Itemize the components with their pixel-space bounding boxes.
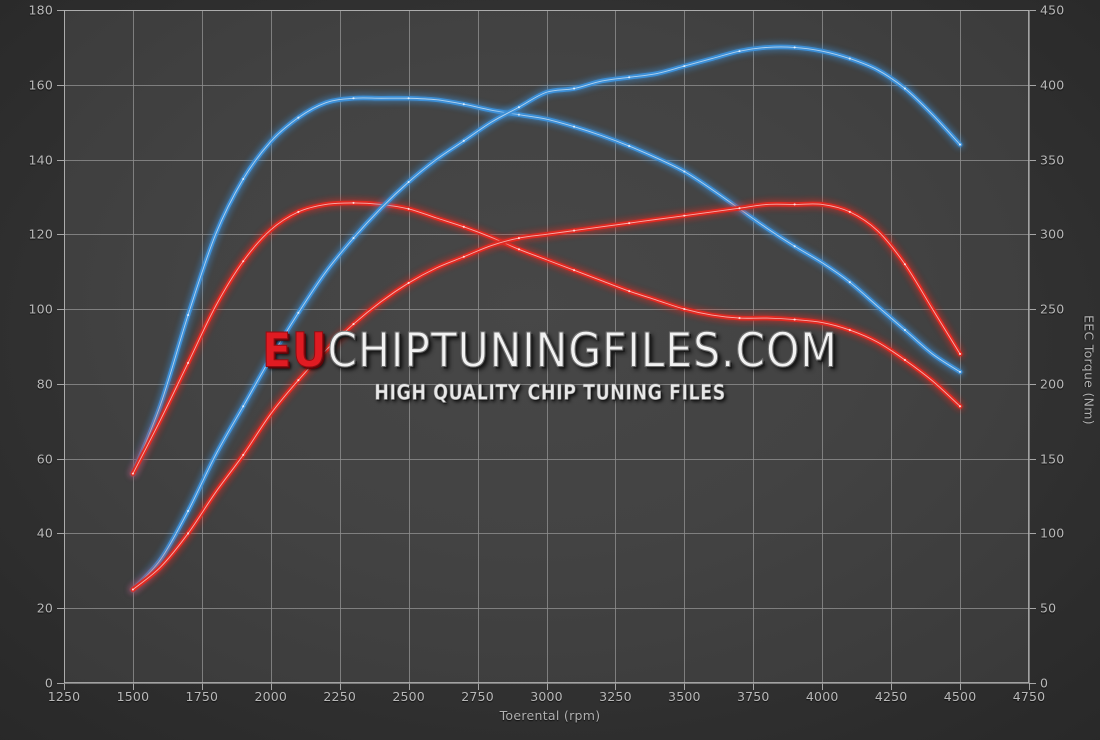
axis-line-left xyxy=(64,10,65,683)
watermark-accent: EU xyxy=(262,323,328,379)
grid-line-horizontal xyxy=(64,159,1029,161)
x-axis-tick-label: 3000 xyxy=(530,689,563,704)
grid-line-horizontal xyxy=(64,458,1029,460)
y-axis-left-tick-label: 20 xyxy=(36,600,53,616)
x-axis-tick-label: 3750 xyxy=(736,689,770,704)
grid-line-vertical xyxy=(891,10,893,683)
y-axis-left-tick-mark xyxy=(57,458,64,460)
y-axis-left-tick-label: 140 xyxy=(28,152,53,168)
watermark-brand: EUCHIPTUNINGFILES.COM xyxy=(262,327,837,375)
watermark: EUCHIPTUNINGFILES.COM HIGH QUALITY CHIP … xyxy=(262,327,837,405)
grid-line-horizontal xyxy=(64,309,1029,311)
y-axis-right-tick-label: 0 xyxy=(1040,675,1049,691)
y-axis-right-tick-mark xyxy=(1029,234,1036,236)
y-axis-right-tick-mark xyxy=(1029,533,1036,535)
y-axis-right-tick-label: 350 xyxy=(1040,152,1065,168)
y-axis-left-tick-mark xyxy=(57,533,64,535)
y-axis-left-tick-mark xyxy=(57,234,64,236)
y-axis-left-tick-label: 100 xyxy=(28,301,53,317)
x-axis-title: Toerental (rpm) xyxy=(499,708,601,723)
x-axis-tick-label: 2250 xyxy=(323,689,357,704)
x-axis-tick-mark xyxy=(201,683,203,690)
y-axis-left-tick-mark xyxy=(57,10,64,11)
grid-line-horizontal xyxy=(64,84,1029,86)
x-axis-tick-mark xyxy=(64,683,65,690)
x-axis-tick-label: 1250 xyxy=(47,689,81,704)
y-axis-right-tick-mark xyxy=(1029,159,1036,161)
y-axis-right-tick-label: 300 xyxy=(1040,226,1065,242)
x-axis-tick-mark xyxy=(477,683,479,690)
x-axis-tick-label: 3500 xyxy=(668,689,701,704)
x-axis-tick-label: 4000 xyxy=(805,689,839,704)
x-axis-tick-mark xyxy=(822,683,824,690)
y-axis-left-tick-mark xyxy=(57,683,64,684)
x-axis-tick-mark xyxy=(546,683,548,690)
axis-line-top xyxy=(64,10,1029,11)
y-axis-right-tick-mark xyxy=(1029,10,1036,11)
grid-line-horizontal xyxy=(64,234,1029,236)
x-axis-tick-label: 3250 xyxy=(599,689,632,704)
y-axis-left-tick-label: 120 xyxy=(28,226,53,242)
x-axis-tick-mark xyxy=(270,683,272,690)
y-axis-left-tick-label: 0 xyxy=(44,675,53,691)
y-axis-left-tick-label: 40 xyxy=(36,525,53,541)
y-axis-right-tick-label: 400 xyxy=(1040,77,1065,93)
x-axis-tick-label: 1750 xyxy=(185,689,219,704)
y-axis-right-tick-label: 150 xyxy=(1040,451,1065,467)
y-axis-right-tick-mark xyxy=(1029,458,1036,460)
x-axis-tick-mark xyxy=(891,683,893,690)
watermark-tagline: HIGH QUALITY CHIP TUNING FILES xyxy=(374,380,726,405)
y-axis-right-tick-mark xyxy=(1029,383,1036,385)
x-axis-tick-mark xyxy=(615,683,617,690)
axis-line-bottom xyxy=(64,682,1029,683)
y-axis-right-tick-mark xyxy=(1029,309,1036,311)
y-axis-right-tick-mark xyxy=(1029,683,1036,684)
grid-line-vertical xyxy=(960,10,962,683)
x-axis-tick-label: 1500 xyxy=(116,689,150,704)
grid-line-horizontal xyxy=(64,533,1029,535)
y-axis-left-tick-label: 80 xyxy=(36,376,53,392)
y-axis-left-tick-mark xyxy=(57,84,64,86)
x-axis-tick-mark xyxy=(753,683,755,690)
grid-line-horizontal xyxy=(64,683,1029,684)
y-axis-left-tick-mark xyxy=(57,608,64,610)
x-axis-tick-label: 2500 xyxy=(392,689,425,704)
x-axis-tick-label: 4500 xyxy=(943,689,977,704)
x-axis-tick-label: 4750 xyxy=(1012,689,1046,704)
x-axis-tick-mark xyxy=(408,683,410,690)
axis-line-right xyxy=(1028,10,1029,683)
grid-line-vertical xyxy=(132,10,134,683)
y-axis-left-tick-mark xyxy=(57,159,64,161)
grid-line-vertical xyxy=(1029,10,1030,683)
y-axis-left-tick-mark xyxy=(57,383,64,385)
x-axis-tick-label: 4250 xyxy=(874,689,908,704)
grid-line-horizontal xyxy=(64,608,1029,610)
y-axis-right-title: EEC Torque (Nm) xyxy=(1081,315,1097,425)
y-axis-right-tick-mark xyxy=(1029,84,1036,86)
y-axis-right-tick-label: 250 xyxy=(1040,301,1065,317)
x-axis-tick-mark xyxy=(132,683,134,690)
watermark-domain: CHIPTUNINGFILES.COM xyxy=(327,323,838,379)
y-axis-left-tick-mark xyxy=(57,309,64,311)
y-axis-right-tick-mark xyxy=(1029,608,1036,610)
y-axis-right-tick-label: 100 xyxy=(1040,525,1065,541)
y-axis-left-tick-label: 60 xyxy=(36,451,53,467)
y-axis-right-tick-label: 200 xyxy=(1040,376,1065,392)
x-axis-tick-mark xyxy=(339,683,341,690)
y-axis-left-tick-label: 160 xyxy=(28,77,53,93)
y-axis-right-tick-label: 50 xyxy=(1040,600,1057,616)
x-axis-tick-mark xyxy=(1029,683,1030,690)
y-axis-left-tick-label: 180 xyxy=(28,2,53,18)
x-axis-tick-mark xyxy=(960,683,962,690)
y-axis-right-tick-label: 450 xyxy=(1040,2,1065,18)
x-axis-tick-mark xyxy=(684,683,686,690)
x-axis-tick-label: 2000 xyxy=(254,689,288,704)
x-axis-tick-label: 2750 xyxy=(461,689,494,704)
grid-line-vertical xyxy=(201,10,203,683)
